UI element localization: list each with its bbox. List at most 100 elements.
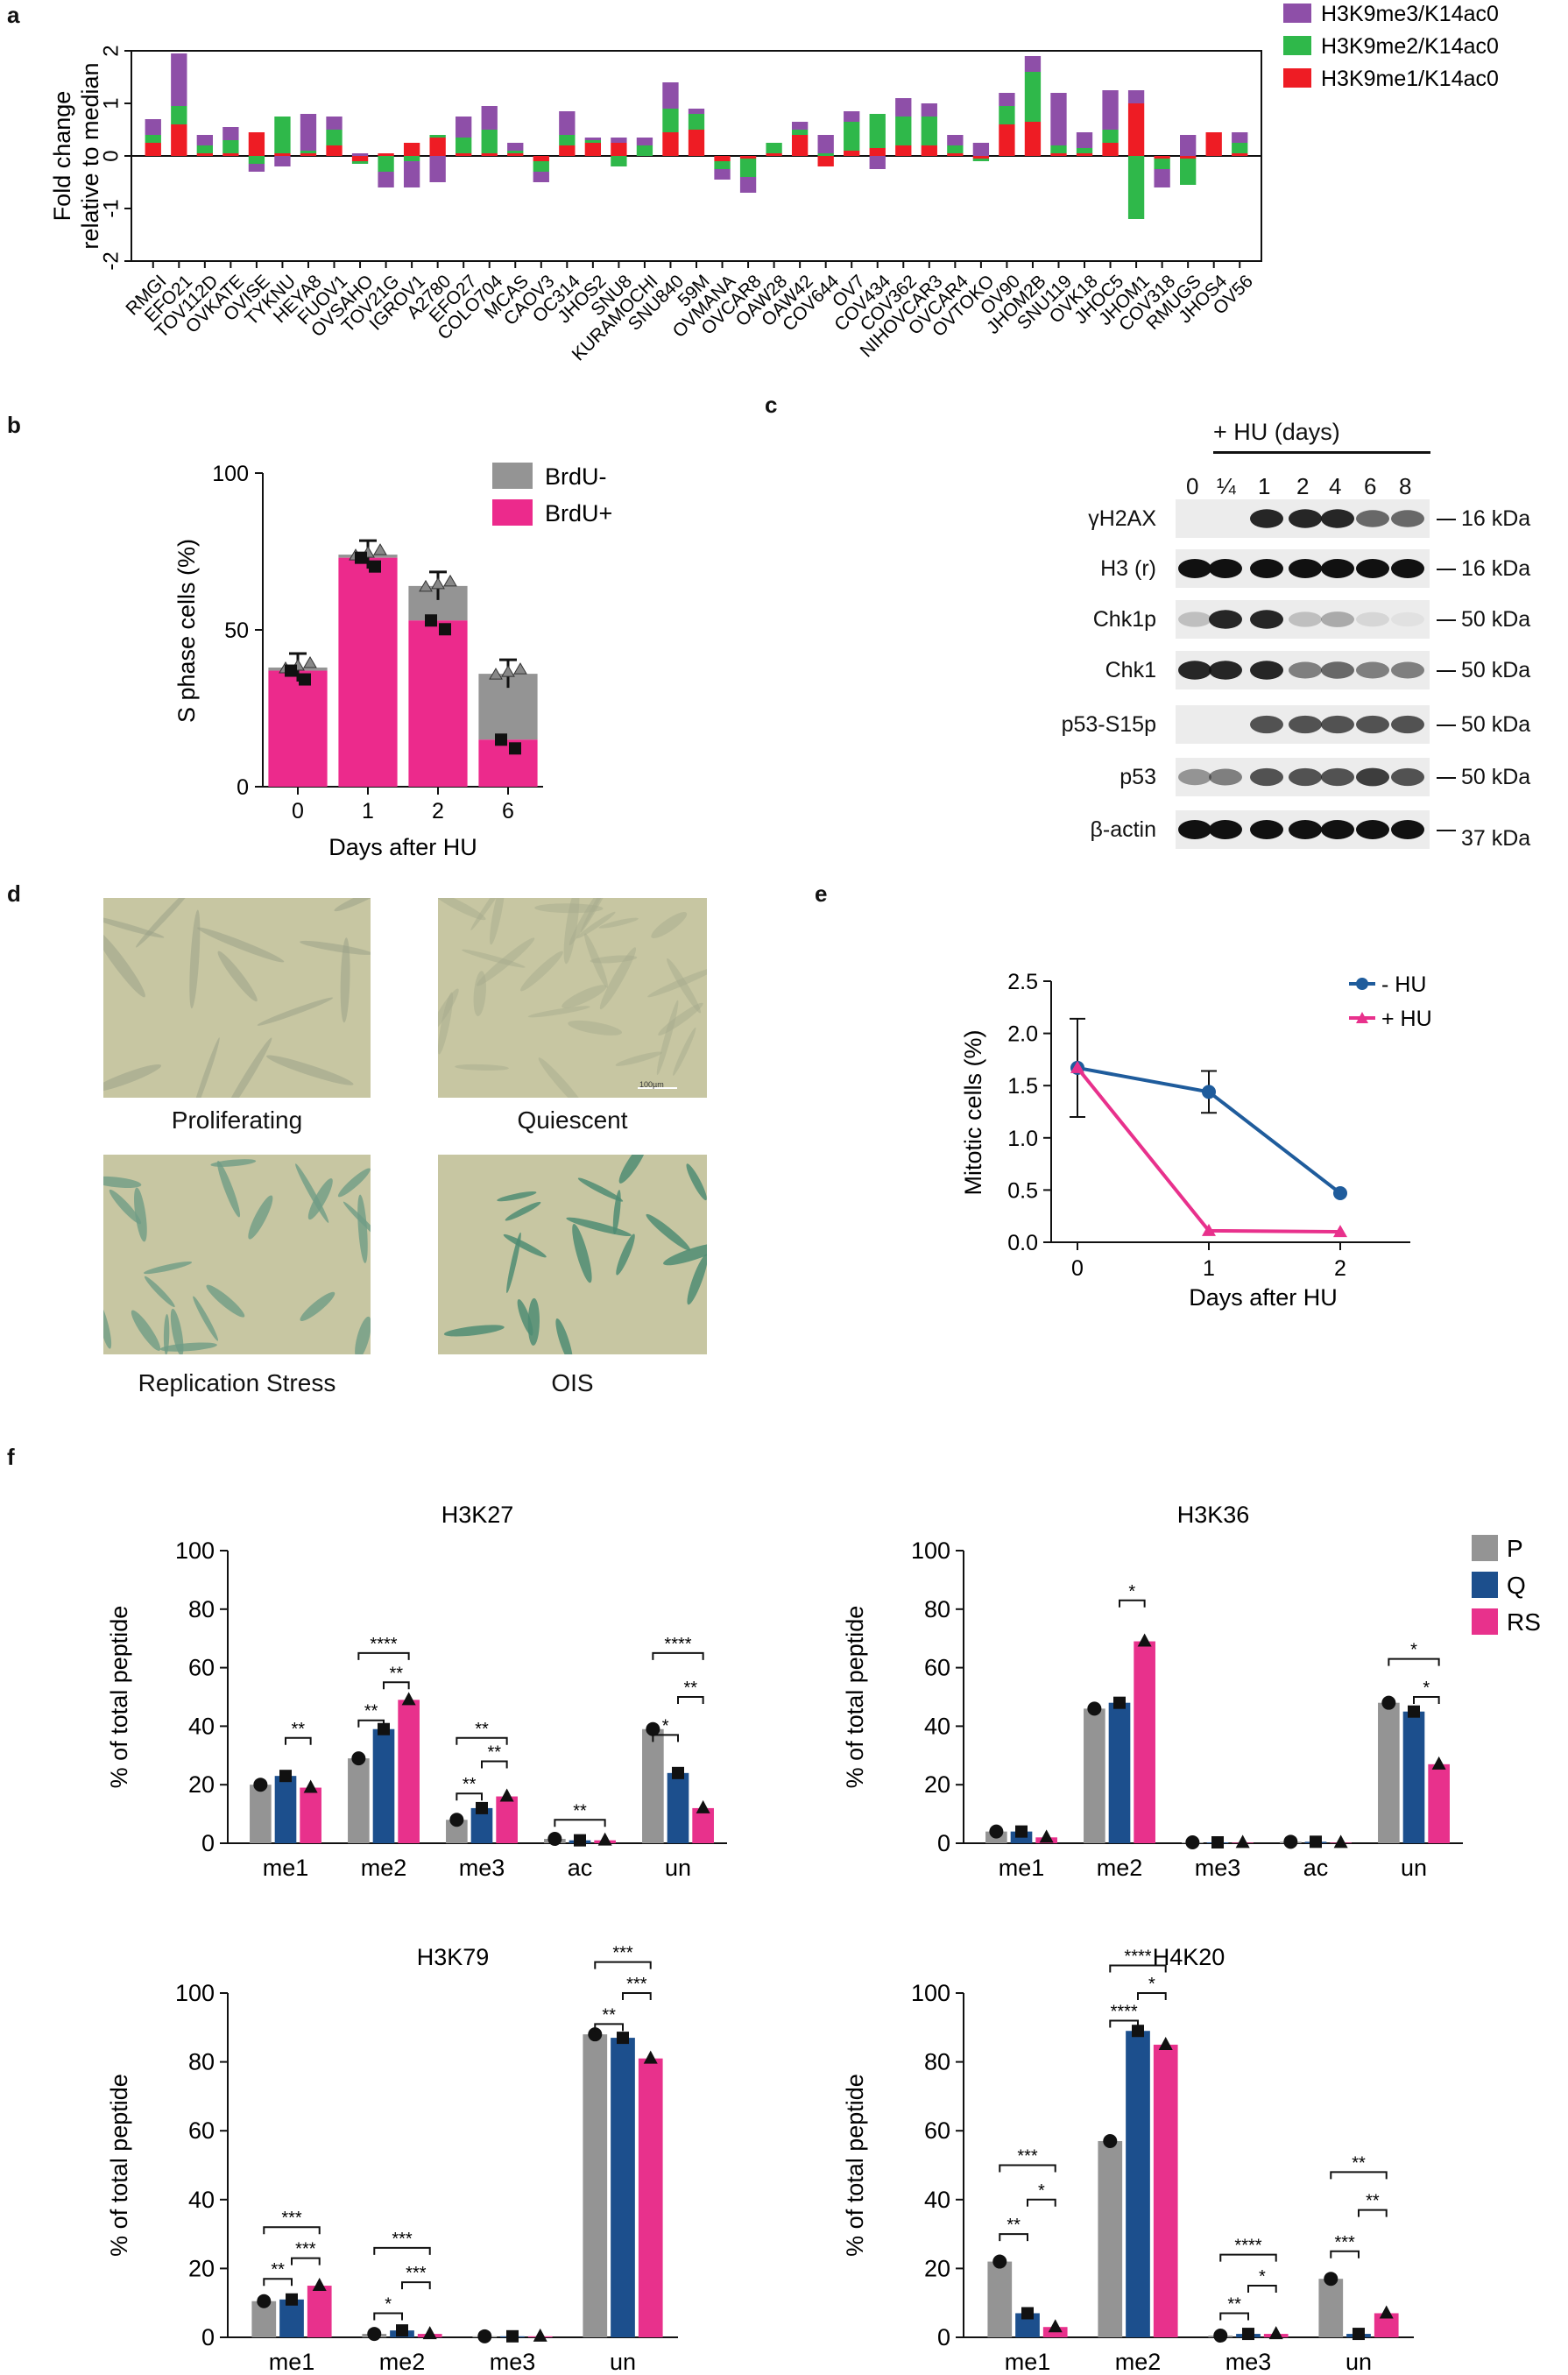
blot-band [1289, 509, 1322, 528]
x-tick-label: un [1346, 2349, 1372, 2375]
significance-label: ** [364, 1702, 378, 1721]
bar-Q [1402, 1711, 1425, 1843]
kda-tick [1437, 725, 1456, 726]
legend-marker [1356, 978, 1368, 990]
cell-shape [658, 1002, 703, 1036]
cell-shape [103, 1176, 142, 1188]
data-point-square [299, 673, 311, 686]
bar-H3K9me3/K14ac0 [739, 177, 757, 193]
significance-label: ** [1227, 2294, 1241, 2314]
x-tick-label: un [610, 2349, 636, 2375]
data-point [1408, 1705, 1420, 1718]
significance-label: **** [1111, 2002, 1138, 2021]
y-tick-label: 50 [224, 618, 249, 643]
bar-H3K9me1/K14ac0 [844, 151, 860, 156]
bar-H3K9me2/K14ac0 [196, 145, 213, 153]
bar-H3K9me2/K14ac0 [1180, 159, 1197, 185]
bar-H3K9me1/K14ac0 [1024, 122, 1042, 156]
cell-shape [103, 1303, 112, 1349]
blot-strip [1176, 651, 1430, 689]
data-point-triangle [501, 665, 515, 677]
significance-label: *** [626, 1975, 647, 1994]
cell-shape [656, 1000, 679, 1075]
y-tick-label: 1.0 [1007, 1127, 1038, 1151]
blot-band [1356, 510, 1389, 527]
bar-P [250, 1785, 272, 1843]
significance-bracket [1413, 1696, 1440, 1704]
data-point [378, 1722, 390, 1735]
significance-bracket [401, 2281, 431, 2290]
data-point [533, 2328, 547, 2342]
data-point [449, 1813, 464, 1827]
lane-label: 4 [1329, 473, 1342, 499]
data-point [1039, 1829, 1054, 1843]
bar-P [348, 1758, 370, 1843]
bar-H3K9me1/K14ac0 [378, 153, 394, 156]
cell-shape [103, 1064, 162, 1092]
bar-RS [692, 1807, 714, 1843]
blot-band [1178, 820, 1211, 839]
y-tick-label: 80 [924, 2049, 950, 2075]
y-axis-label: S phase cells (%) [173, 539, 200, 723]
blot-row-label: H3 (r) [1100, 556, 1156, 581]
bar-H3K9me2/K14ac0 [921, 117, 937, 145]
chart-panel-b: 0 50 100 S phase cells (%) Days after HU 0 1 2 6… [173, 462, 612, 860]
kda-label: 16 kDa [1461, 556, 1531, 581]
y-tick-label: 1 [99, 97, 123, 109]
cell-shape [144, 1276, 175, 1308]
data-point [367, 2327, 382, 2342]
bar-H3K9me3/K14ac0 [481, 106, 498, 130]
cell-shape [131, 1310, 161, 1351]
data-point [312, 2278, 327, 2292]
y-axis-label: % of total peptide [842, 2074, 868, 2257]
blot-band [1356, 820, 1389, 839]
data-point-square [369, 560, 381, 573]
bar-H3K9me3/K14ac0 [972, 143, 990, 156]
lane-label: 6 [1364, 473, 1377, 499]
bar-H3K9me2/K14ac0 [791, 130, 809, 135]
data-point [547, 1831, 562, 1846]
x-tick-label: 0 [292, 799, 304, 823]
cell-shape [438, 992, 454, 1055]
data-point [477, 2329, 492, 2343]
significance-bracket [285, 1736, 312, 1745]
data-point [1242, 2328, 1254, 2341]
bar-H3K9me1/K14ac0 [791, 135, 809, 156]
cell-shape [295, 1163, 329, 1223]
chart-panel-e: 0.0 0.5 1.0 1.5 2.0 2.5 0 1 2 Mitotic cells (%) Da… [960, 970, 1432, 1311]
lane-label: 1 [1258, 473, 1271, 499]
cell-shape [163, 1313, 170, 1354]
data-point [1268, 2326, 1283, 2340]
bar-H3K9me1/K14ac0 [1050, 153, 1067, 156]
significance-label: * [1410, 1641, 1417, 1660]
data-point [1048, 2319, 1063, 2333]
cell-shape [667, 958, 702, 1014]
cell-shape [576, 911, 616, 939]
significance-label: *** [295, 2240, 316, 2259]
y-tick-label: 2.0 [1007, 1022, 1038, 1047]
data-point [597, 1832, 612, 1846]
blot-band [1289, 661, 1322, 679]
significance-label: *** [281, 2209, 302, 2228]
data-point-square [439, 623, 451, 636]
panel-label-a: a [7, 2, 20, 28]
significance-label: ** [271, 2260, 285, 2280]
legend-swatch [492, 499, 533, 526]
bar-H3K9me3/K14ac0 [533, 172, 549, 182]
bar-H3K9me3/K14ac0 [403, 161, 420, 187]
y-tick-label: 100 [911, 1537, 950, 1564]
bar-H3K9me1/K14ac0 [559, 145, 576, 156]
cell-shape [143, 1261, 193, 1275]
data-point-triangle [431, 576, 445, 590]
legend-label: H3K9me3/K14ac0 [1321, 2, 1499, 26]
blot-row-label: p53-S15p [1061, 712, 1156, 737]
bar-H3K9me2/K14ac0 [869, 114, 886, 148]
cell-shape [355, 1316, 371, 1354]
blot-band [1178, 611, 1211, 627]
micrograph-proliferating [103, 898, 371, 1098]
data-point [476, 1801, 488, 1814]
chart-panel-f-h3k27: H3K27 0 20 40 60 80 100 % of total peptide me1 me… [106, 1502, 727, 1881]
bar-H3K9me1/K14ac0 [1127, 103, 1145, 156]
bar-H3K9me3/K14ac0 [947, 135, 964, 145]
caption-proliferating: Proliferating [171, 1106, 303, 1134]
